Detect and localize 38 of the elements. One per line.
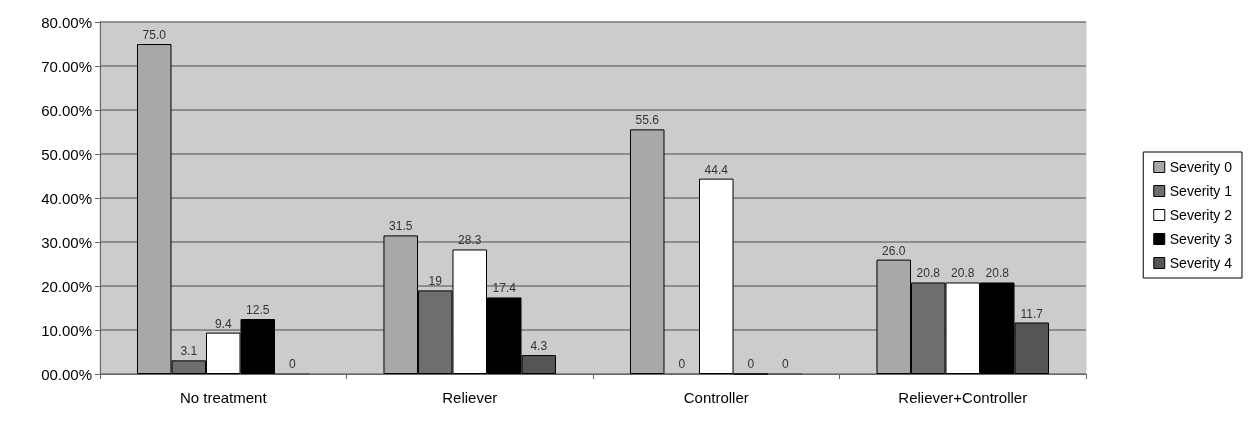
legend-label: Severity 0: [1169, 159, 1233, 175]
data-label: 0: [288, 357, 296, 372]
y-tick-label: 50.00%: [41, 145, 92, 163]
data-label: 31.5: [389, 219, 413, 234]
y-tick-label: 60.00%: [41, 101, 92, 119]
data-label: 0: [747, 357, 755, 372]
data-label: 20.8: [985, 266, 1010, 281]
legend-label: Severity 2: [1169, 207, 1233, 223]
data-label: 12.5: [246, 303, 270, 317]
x-tick-label: Reliever: [442, 389, 498, 406]
data-label: 75.0: [142, 28, 167, 42]
legend-label: Severity 1: [1169, 183, 1233, 199]
y-tick-label: 30.00%: [41, 233, 92, 251]
y-tick-label: 70.00%: [41, 57, 92, 75]
data-label: 55.6: [635, 113, 660, 128]
data-label: 44.4: [704, 162, 729, 177]
y-tick-label: 40.00%: [41, 189, 92, 207]
x-tick-label: Reliever+Controller: [898, 389, 1028, 406]
legend-label: Severity 3: [1169, 231, 1233, 247]
data-label: 26.0: [882, 243, 906, 258]
data-label: 11.7: [1020, 306, 1044, 321]
x-tick-label: Controller: [683, 389, 749, 406]
data-label: 4.3: [530, 339, 548, 354]
data-label: 0: [678, 357, 686, 372]
x-tick-label: No treatment: [179, 389, 268, 406]
y-tick-label: 20.00%: [41, 277, 92, 295]
y-tick-label: 80.00%: [41, 13, 92, 31]
legend-label: Severity 4: [1169, 255, 1233, 271]
data-label: 20.8: [916, 266, 941, 281]
data-label: 17.4: [492, 281, 517, 296]
data-label: 9.4: [214, 316, 232, 331]
data-label: 20.8: [951, 266, 975, 281]
y-tick-label: 10.00%: [41, 321, 92, 339]
y-tick-label: 00.00%: [41, 365, 92, 383]
data-label: 19: [428, 274, 443, 289]
data-label: 0: [781, 357, 789, 372]
data-label: 28.3: [458, 233, 482, 248]
data-label: 3.1: [180, 344, 198, 359]
